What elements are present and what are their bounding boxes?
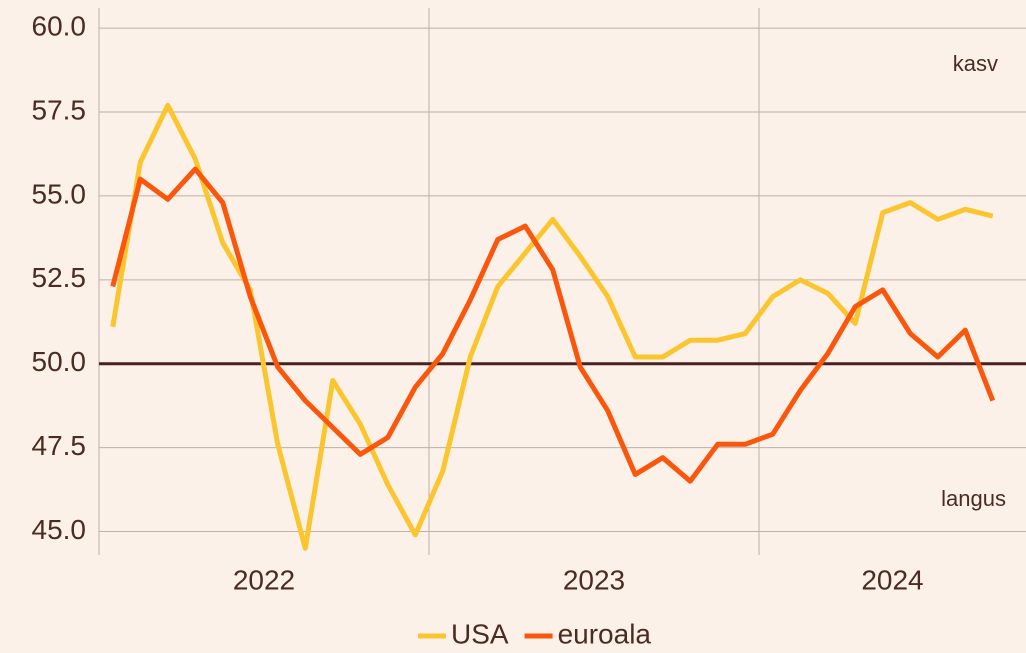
y-tick-label: 60.0 [32,11,87,42]
x-tick-label: 2022 [233,564,295,595]
legend-label: euroala [558,618,652,649]
y-tick-label: 55.0 [32,178,87,209]
annotation-bottom: langus [941,486,1006,511]
y-tick-label: 52.5 [32,262,87,293]
legend-label: USA [451,618,509,649]
annotation-top: kasv [953,51,998,76]
series-line [110,102,994,551]
x-tick-label: 2023 [563,564,625,595]
y-tick-label: 57.5 [32,94,87,125]
plot: 45.0 47.5 50.0 52.5 55.0 57.5 60.0 2022 2023 2024… [32,8,1026,649]
y-tick-label: 45.0 [32,514,87,545]
x-tick-label: 2024 [861,564,923,595]
legend: USA euroala [418,618,651,649]
y-tick-label: 47.5 [32,430,87,461]
series-line [110,166,996,484]
y-tick-label: 50.0 [32,346,87,377]
